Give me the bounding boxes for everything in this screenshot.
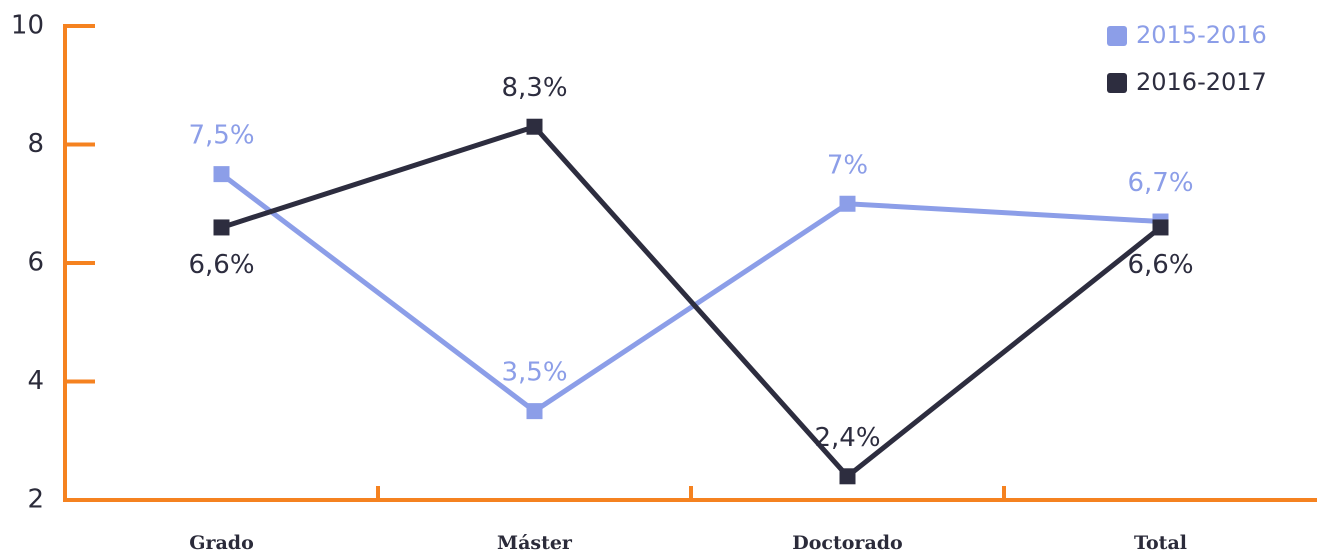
x-tick-label: Doctorado	[792, 532, 902, 554]
marker	[213, 219, 230, 236]
x-tick-label: Máster	[497, 532, 573, 554]
marker	[213, 166, 230, 183]
marker	[526, 118, 543, 135]
y-tick-label: 8	[27, 129, 44, 159]
value-label: 2,4%	[814, 423, 880, 453]
legend-label: 2016-2017	[1136, 68, 1267, 96]
line	[219, 172, 1161, 415]
y-tick-label: 6	[27, 248, 44, 278]
y-tick-label: 4	[27, 366, 44, 396]
value-label: 8,3%	[501, 73, 567, 103]
value-label: 6,7%	[1127, 168, 1193, 198]
y-tick-label: 2	[27, 485, 44, 515]
value-label: 7%	[827, 150, 868, 180]
line	[220, 123, 1163, 480]
x-tick-label: Grado	[189, 532, 254, 554]
value-label: 6,6%	[1127, 250, 1193, 280]
marker	[839, 195, 856, 212]
legend-label: 2015-2016	[1136, 21, 1267, 49]
legend-swatch	[1107, 73, 1127, 93]
marker	[526, 403, 543, 420]
value-label: 3,5%	[501, 358, 567, 388]
y-tick-label: 10	[11, 11, 44, 41]
marker	[1152, 219, 1169, 236]
legend-swatch	[1107, 26, 1127, 46]
x-tick-label: Total	[1134, 532, 1187, 554]
value-label: 6,6%	[188, 250, 254, 280]
marker	[839, 468, 856, 485]
value-label: 7,5%	[188, 121, 254, 151]
